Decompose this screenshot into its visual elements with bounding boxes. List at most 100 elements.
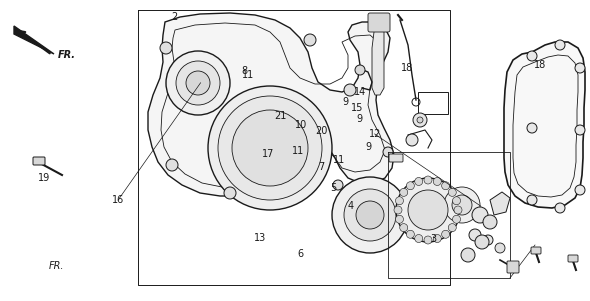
Text: 11: 11 (333, 154, 345, 165)
Circle shape (208, 86, 332, 210)
Text: FR.: FR. (48, 261, 64, 272)
Circle shape (356, 201, 384, 229)
Circle shape (416, 204, 444, 232)
Circle shape (408, 190, 448, 230)
Text: 9: 9 (357, 114, 363, 124)
Circle shape (575, 185, 585, 195)
Circle shape (495, 243, 505, 253)
Circle shape (415, 234, 422, 243)
Circle shape (395, 215, 404, 223)
Circle shape (160, 42, 172, 54)
Circle shape (344, 84, 356, 96)
Circle shape (333, 180, 343, 190)
Text: 7: 7 (319, 162, 324, 172)
Text: 21: 21 (274, 111, 286, 121)
Text: 15: 15 (351, 103, 363, 113)
Circle shape (400, 188, 408, 196)
Circle shape (344, 189, 396, 241)
Circle shape (483, 215, 497, 229)
Text: 3: 3 (431, 234, 437, 244)
Text: 11: 11 (292, 145, 304, 156)
Text: 13: 13 (254, 233, 266, 243)
Circle shape (424, 176, 432, 184)
Circle shape (423, 211, 437, 225)
Text: 4: 4 (348, 201, 354, 211)
Circle shape (396, 178, 460, 242)
Text: 2: 2 (171, 11, 177, 22)
Circle shape (406, 134, 418, 146)
Circle shape (394, 206, 402, 214)
Circle shape (453, 215, 461, 223)
Text: 16: 16 (112, 195, 124, 205)
Circle shape (469, 229, 481, 241)
Polygon shape (372, 28, 384, 95)
Circle shape (442, 182, 450, 190)
Circle shape (218, 96, 322, 200)
Circle shape (400, 224, 408, 232)
Circle shape (527, 123, 537, 133)
Text: 12: 12 (369, 129, 381, 139)
Circle shape (332, 177, 408, 253)
Circle shape (355, 65, 365, 75)
FancyBboxPatch shape (568, 255, 578, 262)
Circle shape (224, 187, 236, 199)
Circle shape (408, 196, 452, 240)
Circle shape (433, 234, 441, 243)
Text: 20: 20 (316, 126, 327, 136)
Circle shape (444, 187, 480, 223)
Circle shape (472, 207, 488, 223)
Text: FR.: FR. (58, 50, 76, 60)
Circle shape (475, 235, 489, 249)
Circle shape (452, 195, 472, 215)
Polygon shape (148, 13, 394, 196)
Text: 18: 18 (534, 60, 546, 70)
Circle shape (415, 178, 422, 185)
Circle shape (417, 117, 423, 123)
Circle shape (575, 125, 585, 135)
Text: 11: 11 (242, 70, 254, 80)
Circle shape (442, 230, 450, 238)
Circle shape (453, 197, 461, 205)
Circle shape (483, 235, 493, 245)
Text: 17: 17 (263, 148, 274, 159)
FancyBboxPatch shape (33, 157, 45, 165)
Circle shape (304, 34, 316, 46)
Text: 18: 18 (401, 63, 413, 73)
Circle shape (555, 203, 565, 213)
Circle shape (575, 63, 585, 73)
Text: 10: 10 (295, 120, 307, 130)
Text: 9: 9 (342, 97, 348, 107)
Text: 9: 9 (366, 142, 372, 153)
Circle shape (176, 61, 220, 105)
Circle shape (383, 147, 393, 157)
Circle shape (527, 195, 537, 205)
Text: 19: 19 (38, 172, 50, 183)
FancyBboxPatch shape (507, 261, 519, 273)
Circle shape (433, 178, 441, 185)
FancyBboxPatch shape (389, 154, 403, 162)
Polygon shape (504, 42, 585, 208)
Circle shape (166, 51, 230, 115)
Polygon shape (490, 192, 510, 215)
Circle shape (461, 248, 475, 262)
Circle shape (555, 40, 565, 50)
FancyBboxPatch shape (531, 247, 541, 254)
Circle shape (527, 51, 537, 61)
Circle shape (232, 110, 308, 186)
Circle shape (395, 197, 404, 205)
Text: 5: 5 (330, 183, 336, 193)
Circle shape (448, 188, 456, 196)
Circle shape (166, 159, 178, 171)
Circle shape (407, 182, 414, 190)
FancyBboxPatch shape (368, 13, 390, 32)
Circle shape (448, 224, 456, 232)
Circle shape (186, 71, 210, 95)
Text: 6: 6 (298, 249, 304, 259)
Circle shape (424, 236, 432, 244)
Text: 8: 8 (242, 66, 248, 76)
Polygon shape (14, 26, 54, 54)
Circle shape (407, 230, 414, 238)
Circle shape (413, 113, 427, 127)
Circle shape (454, 206, 462, 214)
Text: 14: 14 (354, 87, 366, 97)
